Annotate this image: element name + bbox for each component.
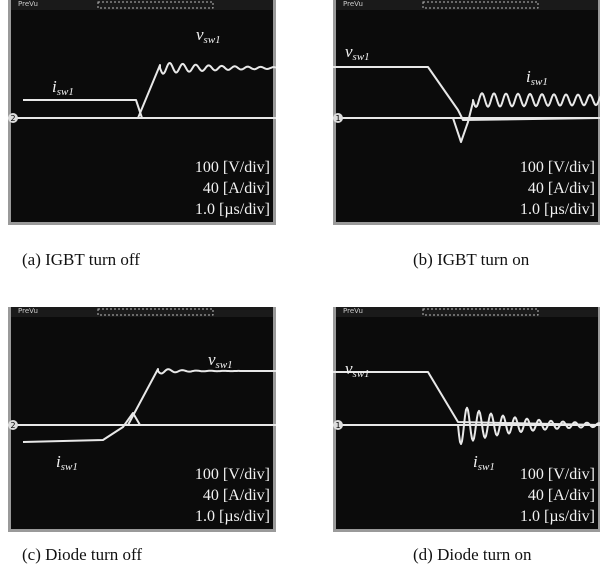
channel-number: 2 (10, 421, 15, 430)
scale-setting: 40 [A/div] (203, 487, 270, 504)
channel-number: 1 (335, 114, 340, 123)
caption: (c) Diode turn off (22, 545, 142, 564)
caption: (d) Diode turn on (413, 545, 532, 564)
figure: PreVu2vsw1isw1100 [V/div]40 [A/div]1.0 [… (0, 0, 600, 571)
scope-tag: PreVu (18, 307, 38, 315)
channel-number: 2 (10, 114, 15, 123)
label-subscript: sw1 (531, 76, 548, 88)
scale-setting: 100 [V/div] (520, 159, 595, 176)
scale-setting: 1.0 [µs/div] (195, 201, 270, 218)
scale-setting: 40 [A/div] (528, 180, 595, 197)
page: PreVu2vsw1isw1100 [V/div]40 [A/div]1.0 [… (0, 0, 600, 571)
label-subscript: sw1 (57, 86, 74, 98)
caption: (a) IGBT turn off (22, 250, 140, 269)
scale-setting: 1.0 [µs/div] (520, 201, 595, 218)
scale-setting: 100 [V/div] (195, 159, 270, 176)
scale-setting: 100 [V/div] (520, 466, 595, 483)
scale-setting: 100 [V/div] (195, 466, 270, 483)
scale-setting: 1.0 [µs/div] (195, 508, 270, 525)
scale-setting: 40 [A/div] (203, 180, 270, 197)
label-subscript: sw1 (478, 461, 495, 473)
label-subscript: sw1 (216, 359, 233, 371)
label-subscript: sw1 (61, 461, 78, 473)
scope-tag: PreVu (343, 0, 363, 8)
scope-tag: PreVu (18, 0, 38, 8)
scope-tag: PreVu (343, 307, 363, 315)
scale-setting: 1.0 [µs/div] (520, 508, 595, 525)
label-subscript: sw1 (204, 34, 221, 46)
label-subscript: sw1 (353, 51, 370, 63)
channel-number: 1 (335, 421, 340, 430)
label-subscript: sw1 (353, 368, 370, 380)
scale-setting: 40 [A/div] (528, 487, 595, 504)
caption: (b) IGBT turn on (413, 250, 530, 269)
